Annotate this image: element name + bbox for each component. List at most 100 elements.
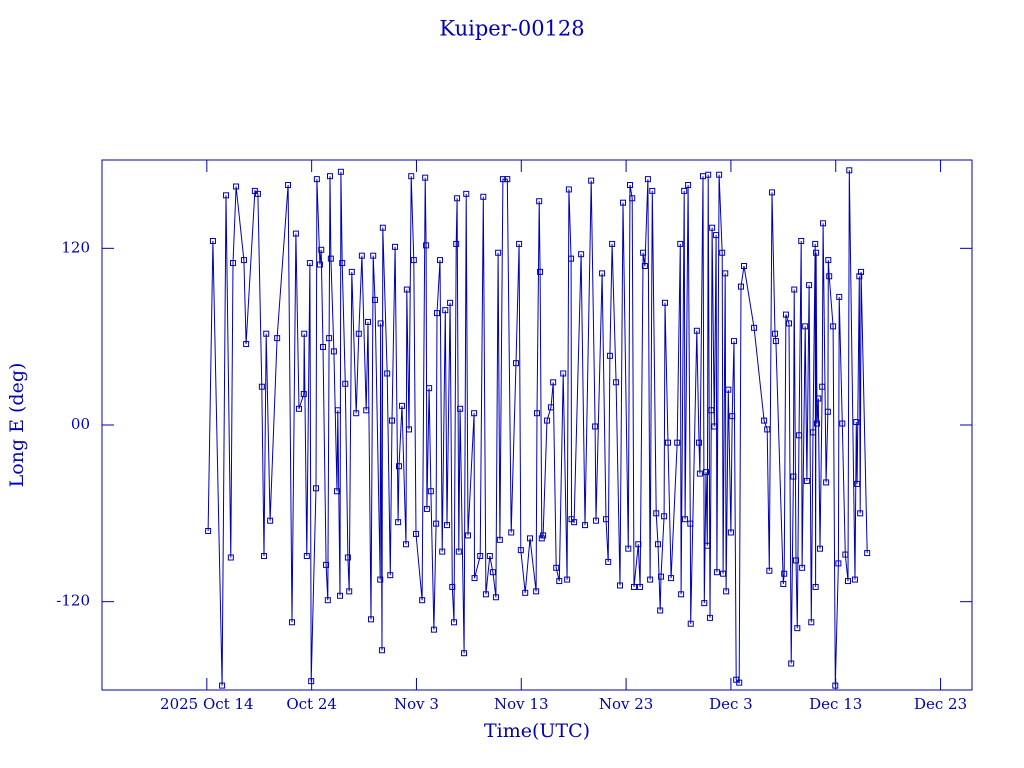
data-point [423, 242, 430, 249]
data-point [318, 246, 325, 253]
data-point [308, 678, 315, 685]
data-point [243, 341, 250, 348]
data-point [704, 542, 711, 549]
data-point [640, 249, 647, 256]
data-point [678, 591, 685, 598]
data-point [613, 379, 620, 386]
data-point [806, 282, 813, 289]
data-point [687, 520, 694, 527]
data-point [727, 529, 734, 536]
data-point [437, 257, 444, 264]
data-point [219, 682, 226, 689]
data-point [649, 187, 656, 194]
data-point [741, 263, 748, 269]
data-point [568, 255, 575, 262]
data-point [406, 426, 413, 433]
data-point [423, 505, 430, 512]
data-point [337, 168, 344, 175]
data-point [716, 171, 723, 178]
data-point [486, 553, 493, 560]
data-point [230, 260, 237, 267]
data-point [536, 198, 543, 205]
data-point [233, 183, 240, 190]
data-point [693, 327, 700, 334]
data-point [653, 510, 660, 517]
data-point [839, 420, 846, 427]
data-point [790, 473, 797, 480]
data-point [537, 268, 544, 275]
data-point [761, 417, 768, 424]
data-point [674, 439, 681, 446]
data-point [711, 423, 718, 430]
data-point [477, 553, 484, 560]
x-tick-label: Dec 23 [914, 695, 967, 713]
data-point [844, 578, 851, 585]
data-point [794, 625, 801, 632]
data-point [402, 541, 409, 548]
data-point [582, 522, 589, 529]
data-point [540, 532, 547, 539]
data-point [616, 582, 623, 589]
y-tick-label: 120 [61, 238, 90, 256]
data-point [413, 530, 420, 537]
data-point [696, 470, 703, 477]
data-point [553, 564, 560, 571]
data-point [592, 517, 599, 524]
data-point [802, 323, 809, 330]
data-point [387, 572, 394, 579]
data-point [449, 583, 456, 590]
data-point [516, 240, 523, 247]
data-point [864, 550, 871, 557]
data-point [371, 296, 378, 303]
data-point [856, 273, 863, 280]
data-point [522, 589, 529, 596]
data-point [319, 343, 326, 350]
data-point [544, 417, 551, 424]
data-point [482, 591, 489, 598]
data-point [457, 405, 464, 412]
data-point [327, 255, 334, 262]
data-point [819, 383, 826, 390]
data-point [799, 564, 806, 571]
data-point [333, 488, 340, 495]
data-point [464, 532, 471, 539]
y-tick-label: -120 [56, 592, 90, 610]
data-point [550, 379, 557, 386]
data-point [499, 176, 506, 183]
x-axis-label: Time(UTC) [484, 720, 590, 742]
data-point [326, 173, 333, 180]
data-point [630, 583, 637, 590]
data-point [392, 243, 399, 250]
data-point [730, 338, 737, 345]
data-point [812, 583, 819, 590]
data-point [480, 193, 487, 200]
data-point [301, 330, 308, 337]
data-point [422, 174, 429, 181]
data-point [588, 177, 595, 184]
data-point [815, 395, 822, 402]
data-point [565, 186, 572, 193]
data-point [706, 614, 713, 621]
data-point [313, 176, 320, 183]
data-point [736, 679, 743, 686]
data-point [306, 260, 313, 267]
data-point [665, 439, 672, 446]
data-point [620, 199, 627, 206]
data-point [363, 407, 370, 414]
data-point [348, 268, 355, 275]
data-point [408, 173, 415, 180]
data-point [453, 240, 460, 247]
data-point [324, 597, 331, 604]
data-point [261, 553, 268, 560]
data-point [853, 419, 860, 426]
x-tick-label: 2025 Oct 14 [160, 695, 254, 713]
data-point [267, 517, 274, 524]
data-point [786, 320, 793, 327]
data-point [813, 249, 820, 256]
data-point [377, 320, 384, 327]
data-point [641, 263, 648, 269]
data-point [813, 420, 820, 427]
data-point [444, 522, 451, 529]
data-point [687, 620, 694, 627]
